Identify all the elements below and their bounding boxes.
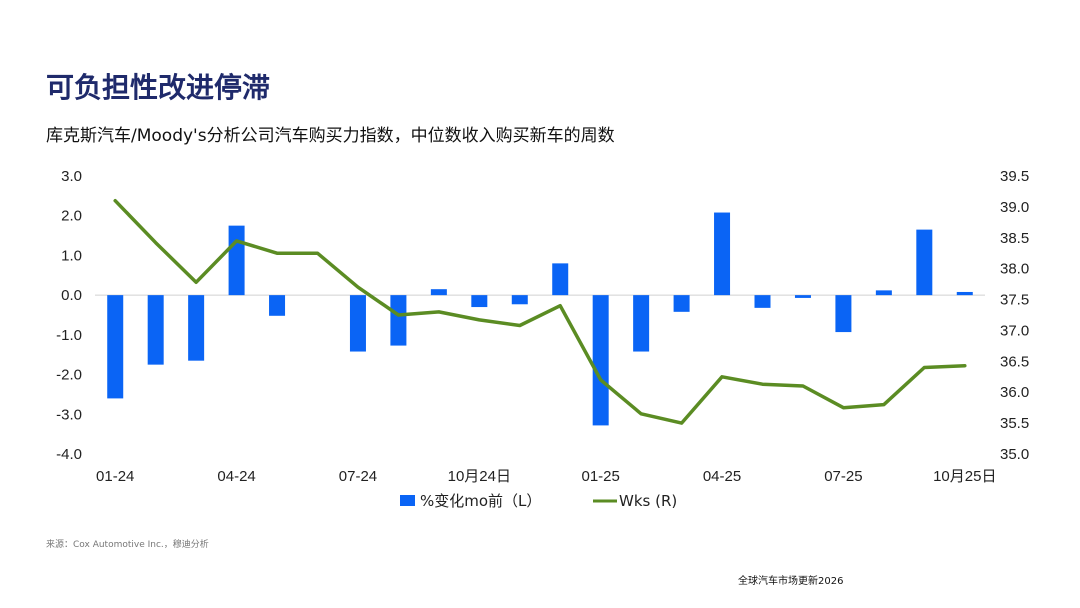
legend: %变化mo前（L） Wks (R) (400, 492, 677, 510)
left-axis-tick-label: 0.0 (61, 287, 82, 304)
right-axis-tick-label: 36.0 (1000, 384, 1029, 401)
bar (673, 295, 690, 312)
bar (633, 295, 650, 352)
right-axis-tick-label: 37.5 (1000, 292, 1029, 309)
legend-label-line: Wks (R) (619, 492, 677, 510)
right-axis-tick-label: 39.5 (1000, 168, 1029, 185)
right-axis-tick-label: 37.0 (1000, 322, 1029, 339)
right-axis: 39.5 39.0 38.5 38.0 37.5 37.0 36.5 36.0 35.5 35.0 (1000, 168, 1029, 463)
bar (511, 295, 528, 305)
bar (390, 295, 407, 346)
bar (875, 290, 892, 296)
bar (552, 263, 569, 296)
right-axis-tick-label: 35.5 (1000, 415, 1029, 432)
bar (714, 212, 731, 296)
bar (228, 225, 245, 296)
x-axis-tick-label: 10月24日 (448, 468, 511, 485)
bar (269, 295, 286, 316)
bar (188, 295, 205, 361)
line-series (113, 198, 967, 425)
right-axis-tick-label: 35.0 (1000, 446, 1029, 463)
wks-line (113, 198, 967, 425)
left-axis-tick-label: 1.0 (61, 247, 82, 264)
bar (592, 295, 609, 426)
page-title: 可负担性改进停滞 (46, 71, 271, 104)
bar (107, 295, 124, 399)
right-axis-tick-label: 38.0 (1000, 261, 1029, 278)
bar (794, 295, 811, 298)
footer-text: 全球汽车市场更新2026 (738, 576, 844, 587)
x-axis: 01-24 04-24 07-24 10月24日 01-25 04-25 07-25 10月2… (96, 468, 996, 485)
left-axis: 3.0 2.0 1.0 0.0 -1.0 -2.0 -3.0 -4.0 (56, 168, 82, 463)
right-axis-tick-label: 36.5 (1000, 353, 1029, 370)
legend-swatch-bar (400, 495, 415, 506)
right-axis-tick-label: 39.0 (1000, 199, 1029, 216)
x-axis-tick-label: 04-24 (217, 468, 255, 485)
bar (430, 289, 447, 296)
legend-label-bar: %变化mo前（L） (420, 492, 541, 510)
chart-subtitle: 库克斯汽车/Moody's分析公司汽车购买力指数，中位数收入购买新车的周数 (46, 126, 615, 146)
right-axis-tick-label: 38.5 (1000, 230, 1029, 247)
source-note: 来源：Cox Automotive Inc.，穆迪分析 (46, 540, 209, 550)
bar (471, 295, 488, 308)
left-axis-tick-label: -1.0 (56, 327, 82, 344)
bar-series (107, 212, 973, 426)
left-axis-tick-label: 2.0 (61, 208, 82, 225)
left-axis-tick-label: -3.0 (56, 406, 82, 423)
x-axis-tick-label: 07-24 (339, 468, 377, 485)
left-axis-tick-label: -2.0 (56, 367, 82, 384)
bar (754, 295, 771, 308)
x-axis-tick-label: 10月25日 (933, 468, 996, 485)
left-axis-tick-label: -4.0 (56, 446, 82, 463)
bar (956, 291, 973, 296)
x-axis-tick-label: 01-25 (581, 468, 619, 485)
x-axis-tick-label: 01-24 (96, 468, 134, 485)
left-axis-tick-label: 3.0 (61, 168, 82, 185)
x-axis-tick-label: 07-25 (824, 468, 862, 485)
x-axis-tick-label: 04-25 (703, 468, 741, 485)
bar (916, 229, 933, 296)
bar (835, 295, 852, 333)
bar (147, 295, 164, 365)
bar (349, 295, 366, 352)
